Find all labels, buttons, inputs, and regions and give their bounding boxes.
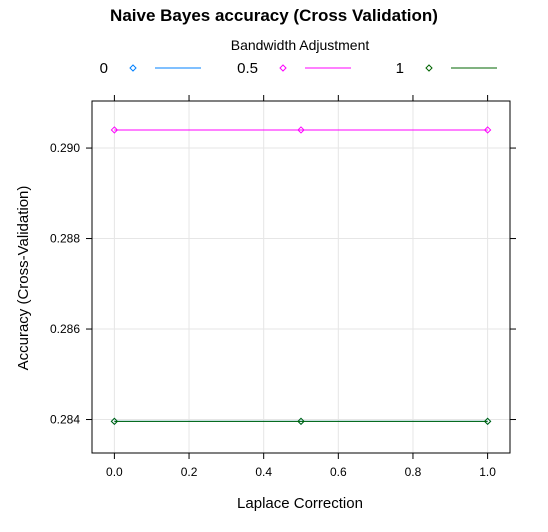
legend: 0 0.5 1 (100, 60, 497, 77)
axes: 0.0 0.2 0.4 0.6 0.8 1.0 0.284 0.286 0.288 0.290 (50, 95, 516, 479)
data-point (297, 417, 305, 426)
y-axis-label: Accuracy (Cross-Validation) (15, 186, 32, 371)
x-tick-label: 0.4 (255, 465, 272, 479)
data-point (297, 126, 305, 134)
legend-title: Bandwidth Adjustment (231, 37, 370, 53)
x-tick-label: 0.6 (330, 465, 347, 479)
y-tick-label: 0.286 (50, 322, 80, 336)
series (110, 126, 492, 426)
data-point (483, 126, 492, 134)
x-tick-label: 0.8 (405, 465, 422, 479)
legend-marker (279, 64, 287, 72)
data-point (110, 417, 119, 426)
legend-label: 1 (396, 60, 404, 77)
x-tick-label: 0.0 (106, 465, 123, 479)
x-tick-label: 0.2 (181, 465, 198, 479)
y-tick-label: 0.288 (50, 232, 80, 246)
data-point (483, 417, 492, 426)
legend-label: 0 (100, 60, 108, 77)
y-tick-label: 0.284 (50, 413, 80, 427)
chart-title: Naive Bayes accuracy (Cross Validation) (110, 6, 438, 25)
plot-frame (91, 100, 511, 454)
legend-marker (425, 64, 433, 72)
x-axis-label: Laplace Correction (237, 495, 363, 512)
legend-label: 0.5 (237, 60, 258, 77)
grid (92, 101, 510, 453)
x-tick-label: 1.0 (479, 465, 496, 479)
legend-marker (129, 64, 137, 72)
y-tick-label: 0.290 (50, 141, 80, 155)
data-point (110, 126, 119, 134)
